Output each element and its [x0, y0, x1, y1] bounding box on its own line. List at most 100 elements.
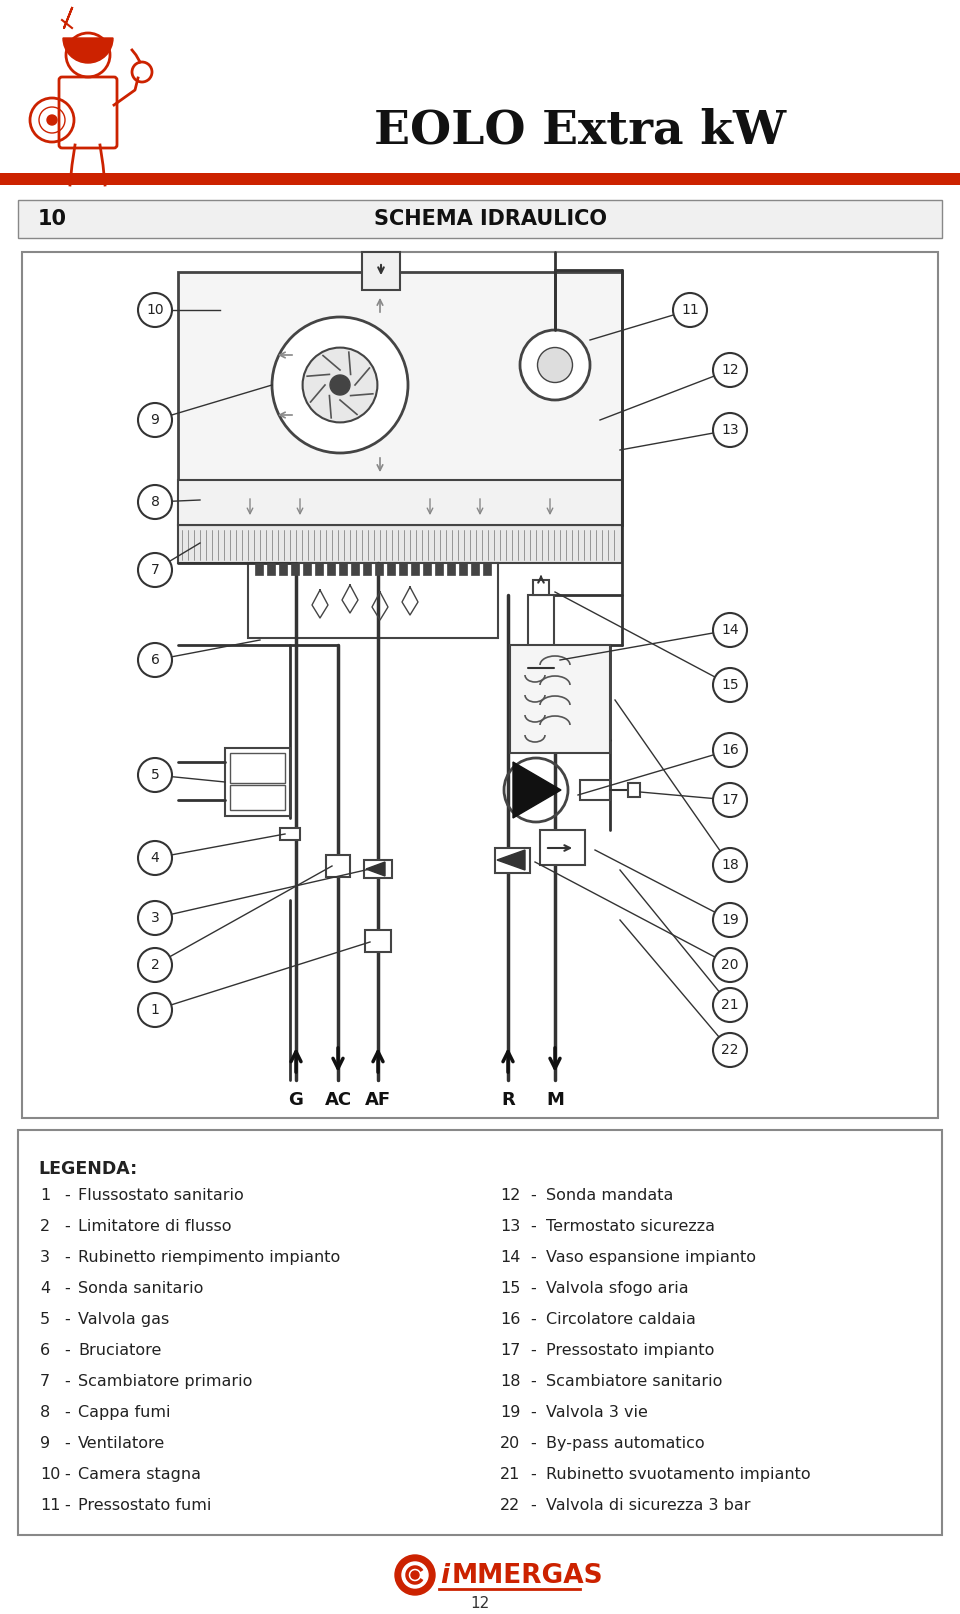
Text: 16: 16 — [500, 1312, 520, 1327]
Circle shape — [138, 759, 172, 792]
Text: 18: 18 — [500, 1374, 520, 1390]
Text: 6: 6 — [40, 1343, 50, 1357]
Circle shape — [713, 413, 747, 447]
Text: 13: 13 — [721, 423, 739, 437]
Text: -: - — [64, 1282, 70, 1296]
Text: 11: 11 — [682, 303, 699, 316]
Text: 21: 21 — [721, 997, 739, 1012]
Polygon shape — [513, 762, 561, 818]
Bar — [18, 1130, 942, 1535]
Text: -: - — [64, 1406, 70, 1420]
Text: 10: 10 — [38, 208, 67, 229]
Bar — [540, 830, 585, 865]
Text: -: - — [530, 1188, 536, 1202]
Text: -: - — [530, 1249, 536, 1265]
Text: 15: 15 — [500, 1282, 520, 1296]
Text: 2: 2 — [151, 959, 159, 972]
Text: -: - — [530, 1436, 536, 1451]
Circle shape — [713, 988, 747, 1022]
Bar — [279, 563, 287, 575]
Text: 5: 5 — [40, 1312, 50, 1327]
Circle shape — [138, 404, 172, 437]
Text: 17: 17 — [500, 1343, 520, 1357]
Bar — [303, 563, 311, 575]
Text: 14: 14 — [500, 1249, 520, 1265]
Bar — [628, 783, 640, 797]
Text: Rubinetto svuotamento impianto: Rubinetto svuotamento impianto — [546, 1467, 810, 1482]
Bar — [580, 780, 610, 801]
Bar — [230, 754, 285, 783]
Text: 10: 10 — [146, 303, 164, 316]
Circle shape — [138, 901, 172, 935]
Text: 7: 7 — [40, 1374, 50, 1390]
Text: 22: 22 — [500, 1498, 520, 1512]
Bar — [495, 847, 530, 873]
Text: Vaso espansione impianto: Vaso espansione impianto — [546, 1249, 756, 1265]
Text: Pressostato fumi: Pressostato fumi — [78, 1498, 211, 1512]
Bar — [533, 579, 549, 596]
Bar — [225, 747, 290, 817]
Text: 8: 8 — [151, 495, 159, 508]
Circle shape — [138, 484, 172, 520]
Circle shape — [138, 554, 172, 587]
Bar — [280, 828, 300, 839]
Text: Sonda mandata: Sonda mandata — [546, 1188, 673, 1202]
Bar — [178, 525, 622, 563]
Text: 16: 16 — [721, 742, 739, 757]
Text: Flussostato sanitario: Flussostato sanitario — [78, 1188, 244, 1202]
Text: M: M — [546, 1091, 564, 1109]
Bar — [363, 563, 371, 575]
Bar — [18, 200, 942, 237]
Text: Valvola di sicurezza 3 bar: Valvola di sicurezza 3 bar — [546, 1498, 751, 1512]
Text: AF: AF — [365, 1091, 391, 1109]
Bar — [248, 563, 498, 638]
Circle shape — [713, 947, 747, 981]
Text: AC: AC — [324, 1091, 351, 1109]
Text: Limitatore di flusso: Limitatore di flusso — [78, 1219, 231, 1235]
Text: -: - — [64, 1374, 70, 1390]
Text: Termostato sicurezza: Termostato sicurezza — [546, 1219, 715, 1235]
Bar — [230, 784, 285, 810]
Text: 13: 13 — [500, 1219, 520, 1235]
Bar — [387, 563, 395, 575]
Circle shape — [713, 783, 747, 817]
Circle shape — [520, 329, 590, 400]
Text: 12: 12 — [500, 1188, 520, 1202]
Text: -: - — [530, 1219, 536, 1235]
Bar — [291, 563, 299, 575]
Text: 8: 8 — [40, 1406, 50, 1420]
Text: Cappa fumi: Cappa fumi — [78, 1406, 171, 1420]
Text: 3: 3 — [40, 1249, 50, 1265]
Text: -: - — [530, 1374, 536, 1390]
Text: 1: 1 — [151, 1002, 159, 1017]
Bar — [528, 596, 554, 739]
Bar — [267, 563, 275, 575]
Bar — [435, 563, 443, 575]
Bar — [178, 479, 622, 525]
Circle shape — [302, 347, 377, 423]
Text: Scambiatore sanitario: Scambiatore sanitario — [546, 1374, 722, 1390]
Text: Pressostato impianto: Pressostato impianto — [546, 1343, 714, 1357]
Text: 12: 12 — [470, 1596, 490, 1611]
Bar — [399, 563, 407, 575]
Text: Valvola sfogo aria: Valvola sfogo aria — [546, 1282, 688, 1296]
Text: -: - — [64, 1467, 70, 1482]
Text: 7: 7 — [151, 563, 159, 576]
Bar — [459, 563, 467, 575]
Circle shape — [713, 1033, 747, 1067]
Text: Scambiatore primario: Scambiatore primario — [78, 1374, 252, 1390]
Circle shape — [713, 847, 747, 881]
Text: -: - — [530, 1406, 536, 1420]
Text: -: - — [530, 1343, 536, 1357]
Bar — [423, 563, 431, 575]
Text: 11: 11 — [40, 1498, 60, 1512]
Text: 2: 2 — [40, 1219, 50, 1235]
Text: -: - — [64, 1249, 70, 1265]
Text: Rubinetto riempimento impianto: Rubinetto riempimento impianto — [78, 1249, 340, 1265]
Text: -: - — [64, 1343, 70, 1357]
Bar — [339, 563, 347, 575]
Text: G: G — [289, 1091, 303, 1109]
Text: Ventilatore: Ventilatore — [78, 1436, 165, 1451]
Text: 20: 20 — [721, 959, 739, 972]
Text: Valvola 3 vie: Valvola 3 vie — [546, 1406, 648, 1420]
